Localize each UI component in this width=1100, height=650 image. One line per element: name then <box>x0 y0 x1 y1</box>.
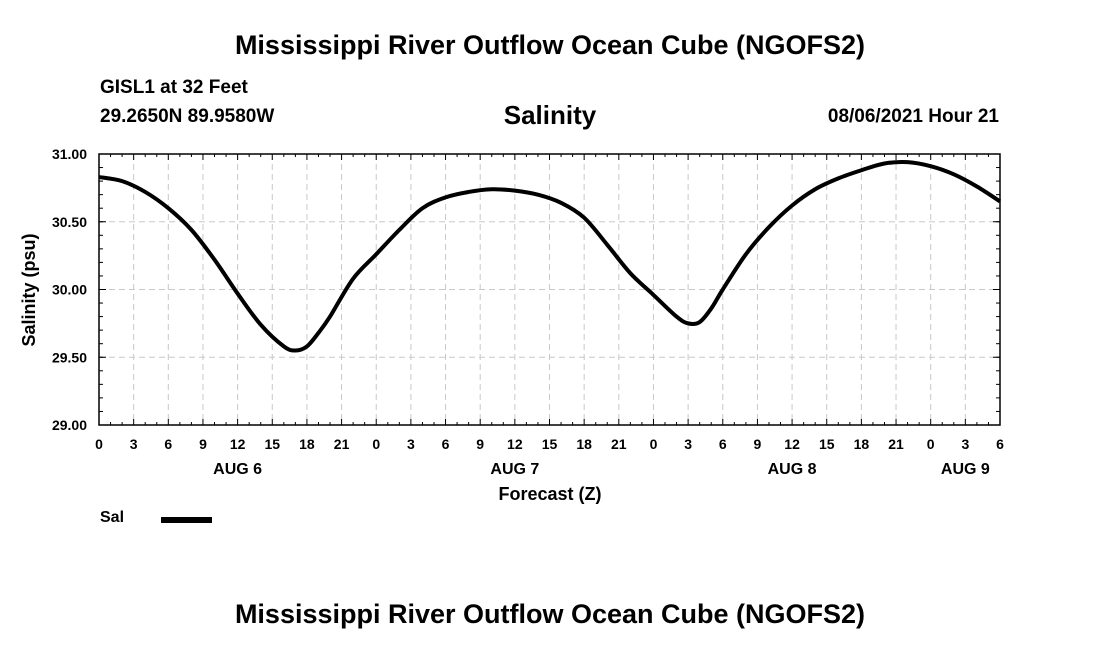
x-tick-label: 0 <box>95 436 103 452</box>
x-tick-label: 12 <box>230 436 246 452</box>
axis-labels: 0 3 6 9 12 15 18 21 0 3 6 9 12 15 18 21 0 3 6 9 12 15 18 21 0 3 6A… <box>52 146 1004 478</box>
series-layer <box>98 159 1002 353</box>
y-tick-label: 29.00 <box>52 417 87 433</box>
legend-label: Sal <box>100 509 125 526</box>
x-tick-label: 15 <box>264 436 280 452</box>
y-tick-label: 31.00 <box>52 146 87 162</box>
x-tick-label: 18 <box>299 436 315 452</box>
x-tick-label: 21 <box>334 436 350 452</box>
x-tick-label: 0 <box>650 436 658 452</box>
grid-lines <box>99 154 1000 425</box>
x-tick-label: 18 <box>854 436 870 452</box>
x-tick-label: 3 <box>961 436 969 452</box>
x-tick-label: 6 <box>996 436 1004 452</box>
date-label: AUG 7 <box>490 461 539 478</box>
date-label: AUG 8 <box>768 461 817 478</box>
x-tick-label: 21 <box>611 436 627 452</box>
station-label: GISL1 at 32 Feet <box>100 77 248 98</box>
x-tick-label: 9 <box>476 436 484 452</box>
footer-title: Mississippi River Outflow Ocean Cube (NG… <box>234 599 866 629</box>
salinity-series-line <box>98 159 1002 353</box>
chart-main-title: Mississippi River Outflow Ocean Cube (NG… <box>234 30 866 60</box>
date-label: AUG 6 <box>213 461 262 478</box>
x-tick-label: 6 <box>442 436 450 452</box>
date-label: AUG 9 <box>941 461 990 478</box>
x-tick-label: 18 <box>576 436 592 452</box>
y-tick-label: 29.50 <box>52 349 87 365</box>
x-tick-label: 9 <box>754 436 762 452</box>
x-tick-label: 9 <box>199 436 207 452</box>
y-axis-label: Salinity (psu) <box>19 233 39 346</box>
y-tick-label: 30.50 <box>52 214 87 230</box>
legend-swatch <box>161 517 212 523</box>
x-axis-label: Forecast (Z) <box>498 484 601 504</box>
x-tick-label: 21 <box>888 436 904 452</box>
x-tick-label: 6 <box>719 436 727 452</box>
x-tick-label: 0 <box>372 436 380 452</box>
y-tick-label: 30.00 <box>52 282 87 298</box>
x-tick-label: 3 <box>684 436 692 452</box>
forecast-timestamp: 08/06/2021 Hour 21 <box>827 106 999 127</box>
x-tick-label: 15 <box>542 436 558 452</box>
x-tick-label: 12 <box>784 436 800 452</box>
station-coordinates: 29.2650N 89.9580W <box>100 106 275 127</box>
x-tick-label: 0 <box>927 436 935 452</box>
axis-ticks <box>98 153 1001 426</box>
x-tick-label: 15 <box>819 436 835 452</box>
x-tick-label: 3 <box>407 436 415 452</box>
x-tick-label: 12 <box>507 436 523 452</box>
x-tick-label: 3 <box>130 436 138 452</box>
x-tick-label: 6 <box>164 436 172 452</box>
variable-title: Salinity <box>503 100 597 130</box>
